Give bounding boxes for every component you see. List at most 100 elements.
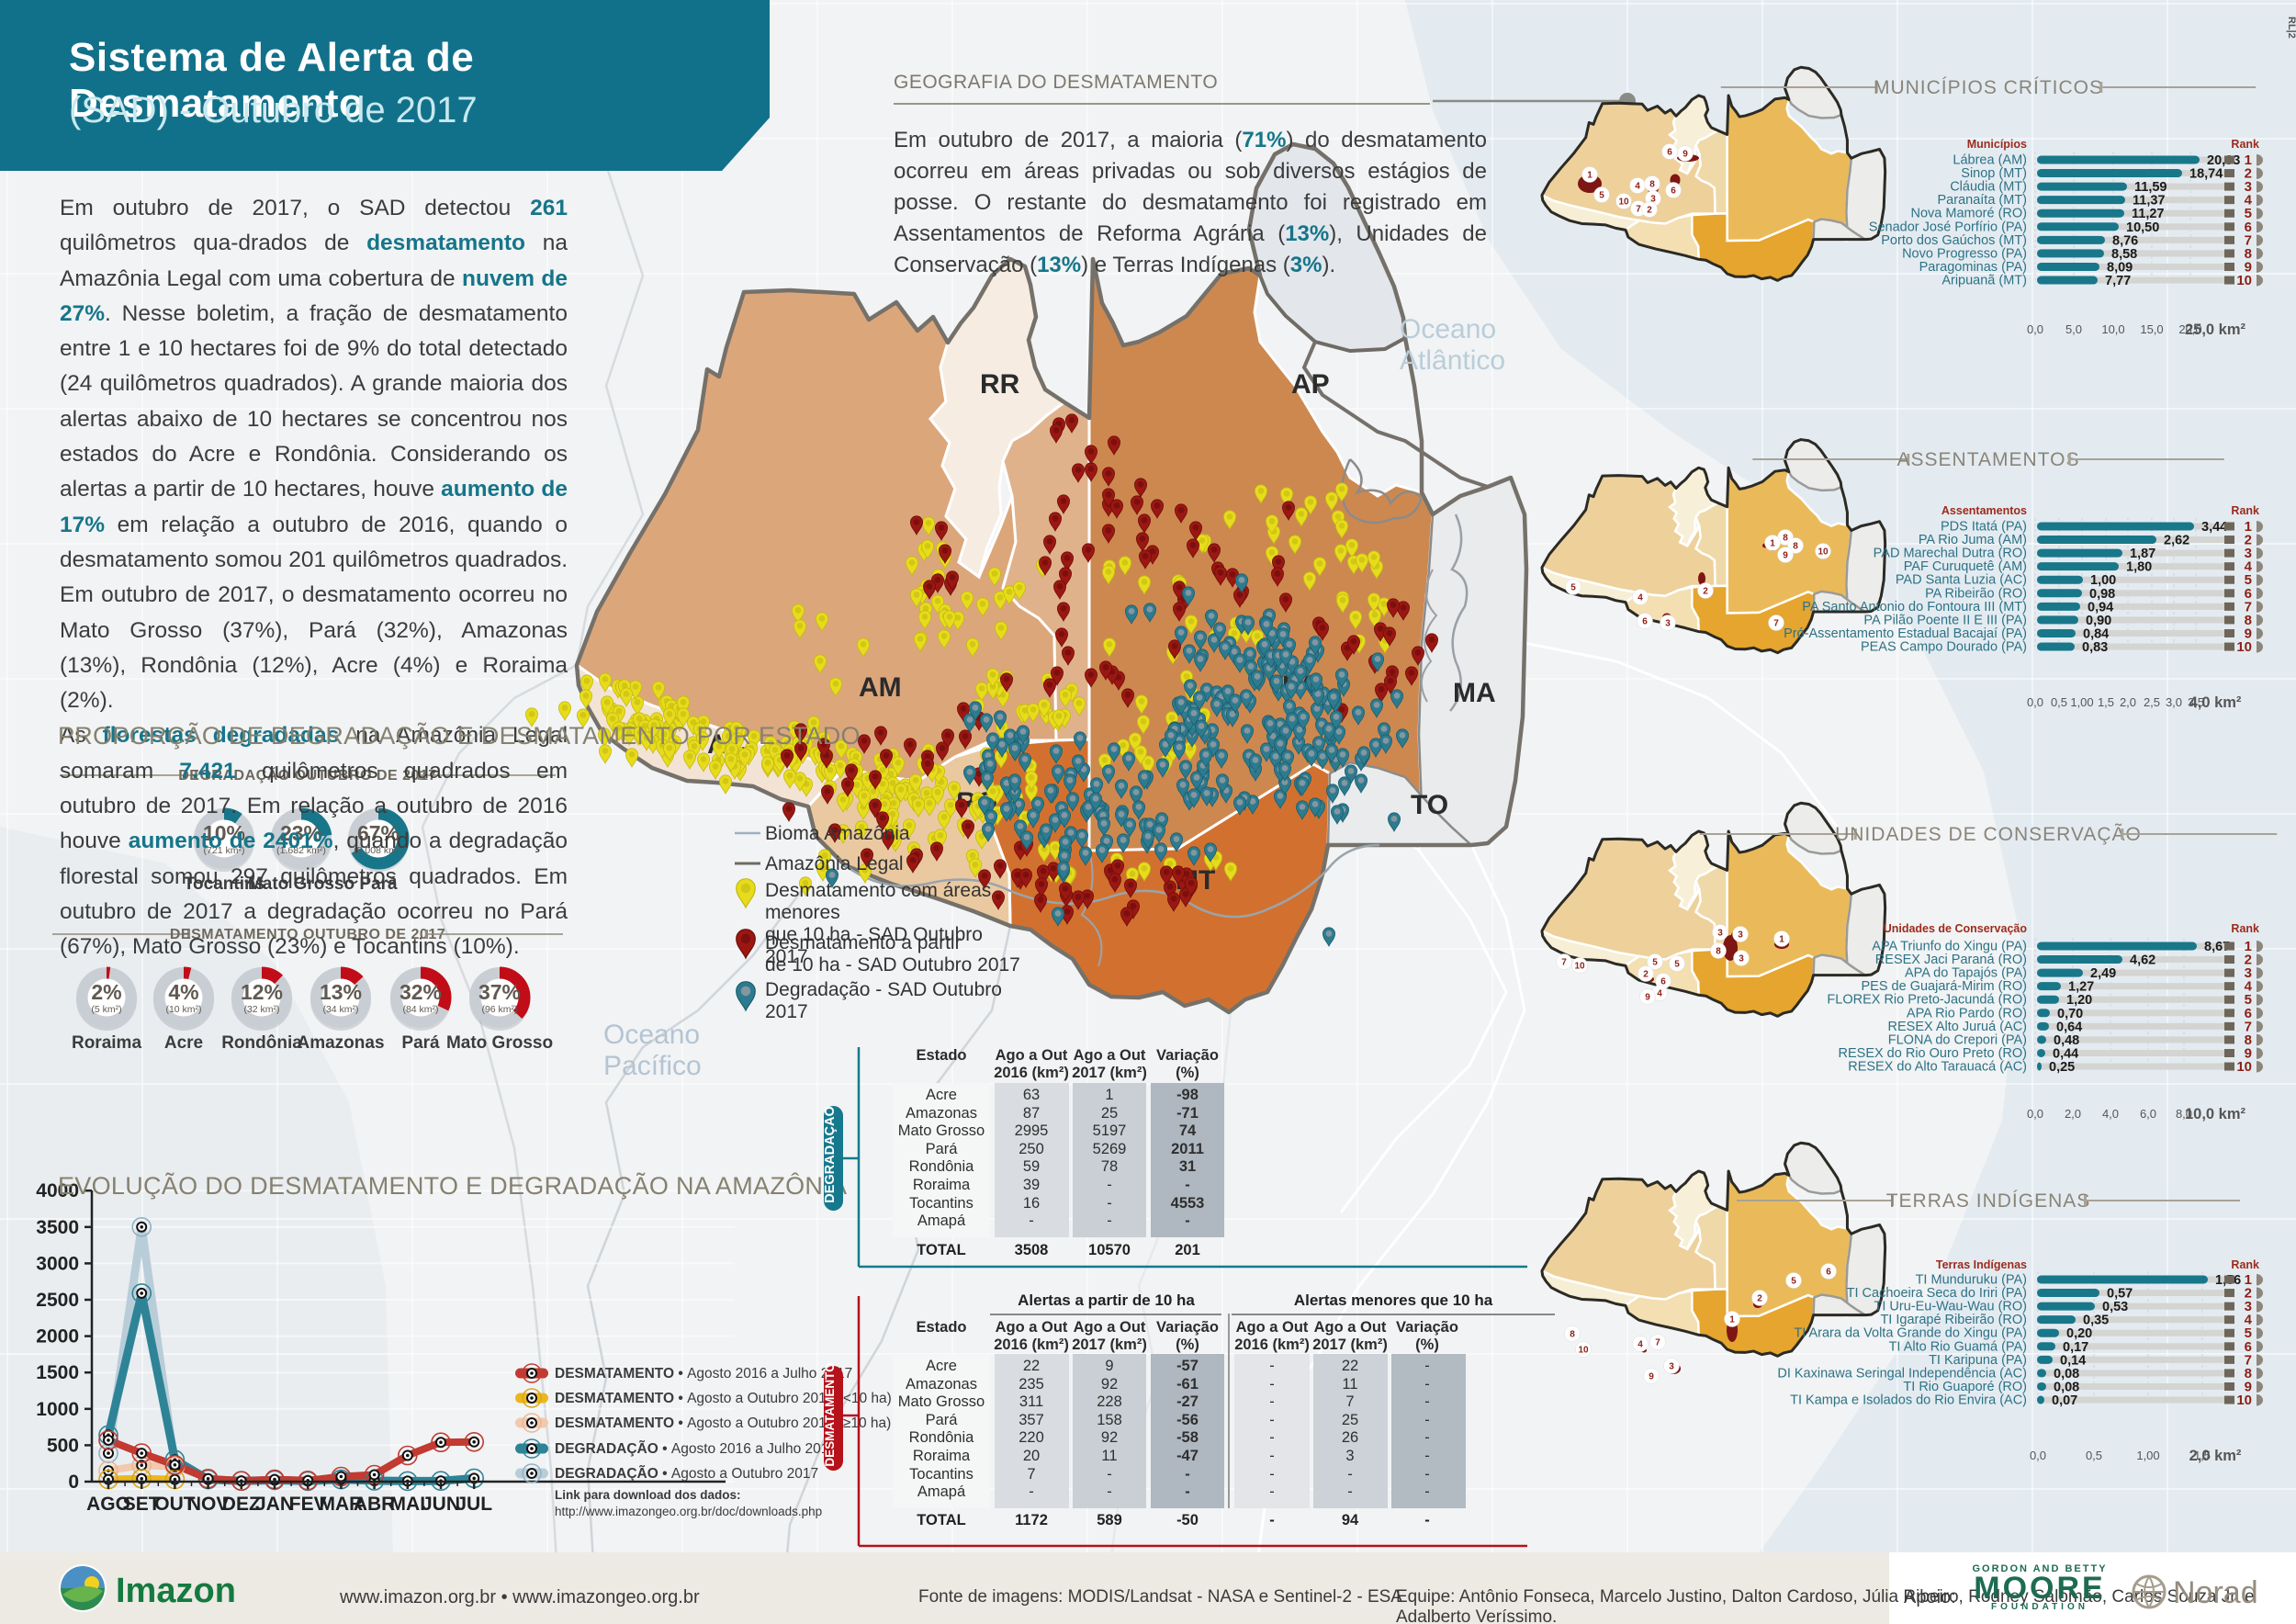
svg-text:0,5: 0,5	[2086, 1449, 2102, 1462]
svg-text:1500: 1500	[36, 1362, 79, 1383]
svg-text:PES de Guajará-Mirim (RO): PES de Guajará-Mirim (RO)	[1862, 979, 2027, 994]
svg-text:6: 6	[1671, 186, 1676, 197]
svg-text:5,0: 5,0	[2065, 322, 2082, 336]
svg-text:Paranaíta (MT): Paranaíta (MT)	[1938, 193, 2028, 208]
svg-text:1,20: 1,20	[2066, 993, 2092, 1008]
svg-text:500: 500	[47, 1435, 79, 1456]
svg-text:5: 5	[2245, 206, 2252, 221]
svg-text:Paragominas (PA): Paragominas (PA)	[1919, 260, 2027, 275]
svg-text:RESEX do Alto Tarauacá (AC): RESEX do Alto Tarauacá (AC)	[1848, 1060, 2027, 1075]
svg-text:APA Triunfo do Xingu (PA): APA Triunfo do Xingu (PA)	[1872, 940, 2027, 954]
svg-text:PEAS Campo Dourado (PA): PEAS Campo Dourado (PA)	[1861, 640, 2027, 655]
svg-text:2,0: 2,0	[2120, 695, 2136, 709]
svg-text:0,08: 0,08	[2054, 1380, 2079, 1394]
svg-text:3: 3	[1665, 619, 1671, 629]
svg-text:JUN: JUN	[422, 1494, 460, 1515]
svg-text:DESMATAMENTO: DESMATAMENTO	[823, 1362, 837, 1466]
svg-text:Amazonas: Amazonas	[297, 1033, 384, 1053]
svg-text:11,37: 11,37	[2133, 194, 2166, 209]
svg-text:Rank: Rank	[2231, 504, 2259, 517]
svg-text:RESEX Jaci Paraná (RO): RESEX Jaci Paraná (RO)	[1875, 953, 2027, 967]
svg-text:13%: 13%	[320, 980, 362, 1004]
svg-text:RESEX Alto Juruá (AC): RESEX Alto Juruá (AC)	[1888, 1020, 2028, 1034]
svg-text:Acre: Acre	[164, 1033, 203, 1053]
svg-text:9: 9	[1645, 993, 1650, 1003]
svg-text:0,53: 0,53	[2102, 1300, 2128, 1314]
svg-text:Municípios: Municípios	[1967, 138, 2027, 151]
svg-text:Unidades de Conservação: Unidades de Conservação	[1884, 922, 2028, 935]
svg-text:2,0 km²: 2,0 km²	[2189, 1448, 2242, 1464]
svg-text:0,0: 0,0	[2030, 1449, 2046, 1462]
svg-text:4: 4	[2245, 1313, 2253, 1328]
svg-text:7: 7	[1773, 619, 1779, 629]
svg-text:2,49: 2,49	[2090, 966, 2116, 981]
svg-text:1000: 1000	[36, 1399, 79, 1420]
svg-text:4: 4	[2245, 979, 2253, 995]
svg-text:PA Pilão Poente II E III (PA): PA Pilão Poente II E III (PA)	[1863, 613, 2027, 627]
svg-text:10: 10	[1574, 962, 1585, 972]
svg-text:10: 10	[2236, 1393, 2252, 1408]
svg-text:8: 8	[2245, 613, 2252, 628]
svg-text:Assentamentos: Assentamentos	[1941, 504, 2027, 517]
svg-text:DEGRADAÇÃO • Agosto 2016 a Jul: DEGRADAÇÃO • Agosto 2016 a Julho 2017	[555, 1440, 837, 1457]
svg-text:1: 1	[1779, 935, 1784, 945]
svg-text:PAD Santa Luzia (AC): PAD Santa Luzia (AC)	[1896, 573, 2027, 588]
svg-text:1,5: 1,5	[2098, 695, 2114, 709]
svg-text:8: 8	[1783, 534, 1788, 544]
svg-text:AM: AM	[859, 672, 902, 703]
svg-text:0,48: 0,48	[2054, 1033, 2079, 1048]
svg-text:PA Rio Juma (AM): PA Rio Juma (AM)	[1919, 533, 2027, 547]
svg-text:3,44: 3,44	[2201, 520, 2227, 535]
svg-text:http://www.imazongeo.org.br/do: http://www.imazongeo.org.br/doc/download…	[555, 1505, 822, 1518]
svg-text:AGO: AGO	[86, 1494, 130, 1515]
svg-text:3: 3	[2245, 965, 2252, 981]
svg-text:Senador José Porfírio (PA): Senador José Porfírio (PA)	[1869, 220, 2027, 234]
svg-text:Pacífico: Pacífico	[603, 1051, 702, 1081]
svg-text:0,25: 0,25	[2049, 1060, 2075, 1075]
svg-text:(5 km²): (5 km²)	[91, 1004, 121, 1015]
svg-text:37%: 37%	[478, 980, 521, 1004]
svg-text:9: 9	[1783, 551, 1788, 561]
svg-text:8: 8	[2245, 246, 2252, 262]
svg-text:Oceano: Oceano	[603, 1020, 700, 1050]
svg-text:0,5: 0,5	[2051, 695, 2067, 709]
svg-text:8: 8	[1793, 542, 1798, 552]
svg-text:10: 10	[1578, 1346, 1589, 1356]
svg-text:PAF Curuquetê (AM): PAF Curuquetê (AM)	[1904, 559, 2027, 574]
svg-text:0,94: 0,94	[2088, 600, 2113, 615]
svg-text:6: 6	[2245, 1006, 2252, 1021]
svg-text:11,27: 11,27	[2132, 207, 2165, 221]
svg-text:3,0: 3,0	[2166, 695, 2182, 709]
svg-text:6: 6	[1660, 977, 1666, 987]
svg-text:0,07: 0,07	[2052, 1393, 2077, 1408]
svg-text:6: 6	[2245, 220, 2252, 235]
svg-text:DEGRADAÇÃO • Agosto a Outubro: DEGRADAÇÃO • Agosto a Outubro 2017	[555, 1465, 818, 1482]
svg-text:12%: 12%	[241, 980, 283, 1004]
svg-text:(1.682 km²): (1.682 km²)	[276, 845, 326, 856]
svg-text:RL|2: RL|2	[2286, 17, 2296, 39]
svg-text:1,00: 1,00	[2090, 573, 2116, 588]
svg-text:(34 km²): (34 km²)	[322, 1004, 358, 1015]
svg-text:Roraima: Roraima	[72, 1033, 141, 1053]
svg-text:(84 km²): (84 km²)	[402, 1004, 438, 1015]
svg-text:67%: 67%	[357, 821, 400, 845]
svg-text:TI Igarapé Ribeirão (RO): TI Igarapé Ribeirão (RO)	[1880, 1313, 2027, 1327]
svg-text:PA Santo Antonio do Fontoura I: PA Santo Antonio do Fontoura III (MT)	[1802, 600, 2027, 615]
svg-text:1,00: 1,00	[2136, 1449, 2159, 1462]
svg-text:0,0: 0,0	[2027, 322, 2043, 336]
svg-text:10: 10	[2236, 639, 2252, 655]
svg-text:1: 1	[2245, 152, 2252, 168]
svg-text:3000: 3000	[36, 1253, 79, 1274]
svg-text:MA: MA	[1453, 678, 1496, 708]
svg-text:4: 4	[1657, 989, 1662, 999]
svg-text:0,57: 0,57	[2107, 1287, 2133, 1302]
svg-text:10,50: 10,50	[2126, 220, 2159, 235]
svg-text:FEV: FEV	[289, 1494, 327, 1515]
svg-text:(10 km²): (10 km²)	[165, 1004, 201, 1015]
svg-text:10: 10	[1618, 197, 1629, 208]
svg-text:0,0: 0,0	[2027, 695, 2043, 709]
svg-text:DEZ: DEZ	[222, 1494, 261, 1515]
svg-text:2: 2	[2245, 166, 2252, 182]
svg-text:1: 1	[2245, 519, 2252, 535]
svg-text:Porto dos Gaúchos (MT): Porto dos Gaúchos (MT)	[1881, 233, 2027, 248]
